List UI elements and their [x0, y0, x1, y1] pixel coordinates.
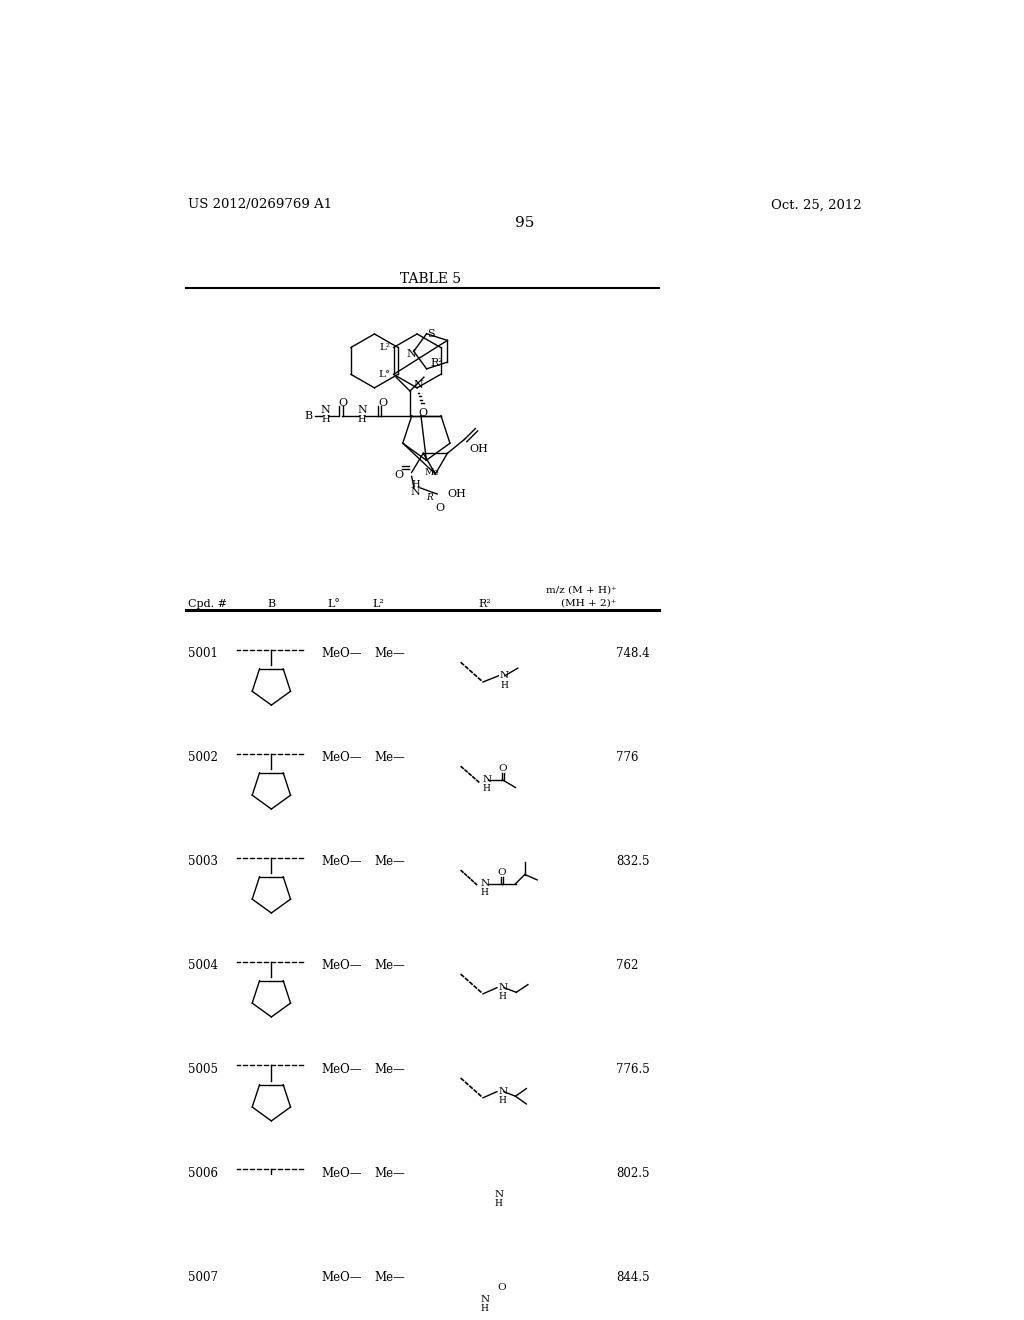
Text: N: N [499, 1088, 508, 1096]
Text: L°: L° [378, 370, 390, 379]
Text: Me—: Me— [375, 855, 406, 869]
Text: Me—: Me— [375, 1271, 406, 1284]
Text: O: O [498, 1283, 506, 1292]
Text: MeO—: MeO— [322, 855, 362, 869]
Text: L²: L² [373, 599, 384, 609]
Text: H: H [500, 681, 508, 689]
Text: O: O [498, 867, 506, 876]
Text: H: H [495, 1199, 503, 1208]
Text: L²: L² [379, 343, 390, 352]
Text: H: H [357, 414, 367, 424]
Text: (MH + 2)⁺: (MH + 2)⁺ [561, 599, 616, 607]
Text: 5005: 5005 [188, 1063, 218, 1076]
Text: Me—: Me— [375, 1063, 406, 1076]
Text: S: S [427, 329, 434, 339]
Text: 5001: 5001 [188, 647, 218, 660]
Text: 5002: 5002 [188, 751, 218, 764]
Text: R²: R² [430, 358, 443, 368]
Text: MeO—: MeO— [322, 1063, 362, 1076]
Text: 776.5: 776.5 [616, 1063, 650, 1076]
Text: N: N [357, 405, 367, 416]
Text: Me: Me [424, 469, 438, 477]
Text: H: H [412, 479, 420, 488]
Text: OH: OH [447, 488, 466, 499]
Text: MeO—: MeO— [322, 751, 362, 764]
Text: H: H [499, 991, 506, 1001]
Text: 95: 95 [515, 216, 535, 230]
Text: US 2012/0269769 A1: US 2012/0269769 A1 [188, 198, 333, 211]
Text: 5004: 5004 [188, 960, 218, 973]
Text: H: H [480, 1304, 488, 1312]
Text: Me—: Me— [375, 647, 406, 660]
Text: O: O [394, 470, 403, 479]
Text: L°: L° [327, 599, 340, 609]
Text: 832.5: 832.5 [616, 855, 650, 869]
Text: Oct. 25, 2012: Oct. 25, 2012 [770, 198, 861, 211]
Text: N: N [495, 1191, 504, 1200]
Text: O: O [378, 399, 387, 408]
Text: O: O [435, 503, 444, 513]
Text: Cpd. #: Cpd. # [188, 599, 227, 609]
Text: H: H [480, 888, 488, 896]
Text: H: H [322, 414, 330, 424]
Text: O: O [339, 399, 348, 408]
Text: 748.4: 748.4 [616, 647, 650, 660]
Text: MeO—: MeO— [322, 960, 362, 973]
Text: 5006: 5006 [188, 1167, 218, 1180]
Text: 802.5: 802.5 [616, 1167, 650, 1180]
Text: OH: OH [469, 445, 488, 454]
Text: TABLE 5: TABLE 5 [399, 272, 461, 286]
Text: B: B [304, 411, 312, 421]
Text: O: O [498, 764, 507, 772]
Text: H: H [482, 784, 490, 793]
Text: N: N [414, 380, 424, 389]
Text: Me—: Me— [375, 751, 406, 764]
Text: N: N [321, 405, 331, 416]
Text: 776: 776 [616, 751, 639, 764]
Text: N: N [482, 775, 492, 784]
Text: 5003: 5003 [188, 855, 218, 869]
Text: O: O [418, 408, 427, 417]
Text: MeO—: MeO— [322, 1167, 362, 1180]
Text: Me—: Me— [375, 960, 406, 973]
Text: N: N [480, 879, 489, 888]
Text: 844.5: 844.5 [616, 1271, 650, 1284]
Text: 762: 762 [616, 960, 639, 973]
Text: H: H [499, 1096, 506, 1105]
Text: N: N [411, 487, 421, 496]
Text: N: N [499, 983, 508, 993]
Text: R²: R² [478, 599, 490, 609]
Text: 5007: 5007 [188, 1271, 218, 1284]
Text: MeO—: MeO— [322, 647, 362, 660]
Text: R: R [426, 492, 433, 502]
Text: Me—: Me— [375, 1167, 406, 1180]
Text: MeO—: MeO— [322, 1271, 362, 1284]
Text: m/z (M + H)⁺: m/z (M + H)⁺ [546, 586, 616, 595]
Text: N: N [500, 672, 509, 680]
Text: B: B [267, 599, 275, 609]
Text: N: N [407, 348, 417, 359]
Text: N: N [480, 1295, 489, 1304]
